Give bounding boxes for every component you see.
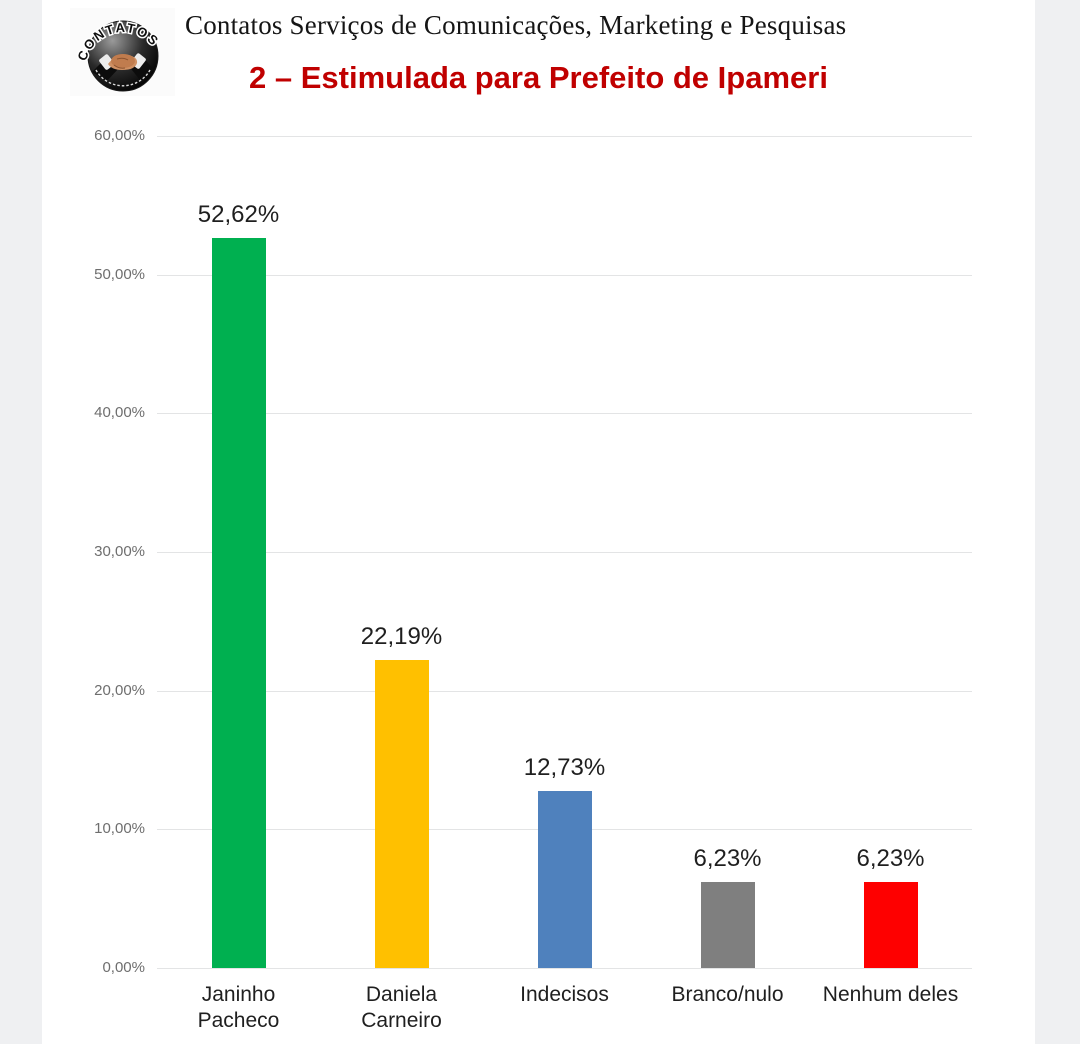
- company-logo: CONTATOS: [70, 8, 175, 96]
- gridline: [157, 413, 972, 415]
- y-axis-tick-label: 30,00%: [94, 543, 145, 560]
- bar: [700, 881, 755, 968]
- y-axis-tick-label: 0,00%: [102, 959, 145, 976]
- x-category-label: Janinho Pacheco: [197, 983, 280, 1032]
- gridline: [157, 552, 972, 553]
- y-axis-tick-label: 10,00%: [94, 820, 145, 838]
- x-category-label: Branco/nulo: [671, 983, 784, 1006]
- y-axis-tick-label: 40,00%: [94, 404, 145, 422]
- bar: [537, 791, 592, 968]
- bar: [863, 881, 918, 968]
- chart-title: 2 – Estimulada para Prefeito de Ipameri: [249, 60, 828, 95]
- y-axis-tick-label: 20,00%: [94, 681, 145, 699]
- bar: [374, 660, 429, 968]
- handshake-logo-icon: CONTATOS: [70, 8, 175, 96]
- x-category-label: Daniela Carneiro: [361, 983, 442, 1032]
- y-axis-tick-label: 50,00%: [94, 265, 145, 283]
- x-category-label: Nenhum deles: [822, 983, 959, 1006]
- bar-value-label: 6,23%: [856, 844, 925, 872]
- gridline: [157, 274, 972, 276]
- y-axis-tick-label: 60,00%: [94, 127, 145, 144]
- bar-value-label: 22,19%: [360, 623, 443, 651]
- right-margin-band: [1035, 0, 1080, 1044]
- x-category-label: Indecisos: [520, 983, 609, 1006]
- bar-value-label: 52,62%: [197, 201, 280, 229]
- company-name: Contatos Serviços de Comunicações, Marke…: [185, 10, 847, 40]
- gridline: [157, 690, 972, 692]
- bar: [211, 238, 266, 968]
- left-margin-band: [0, 0, 42, 1044]
- gridline: [157, 968, 972, 969]
- gridline: [157, 136, 972, 137]
- bar-value-label: 12,73%: [523, 754, 606, 782]
- bar-value-label: 6,23%: [693, 844, 762, 872]
